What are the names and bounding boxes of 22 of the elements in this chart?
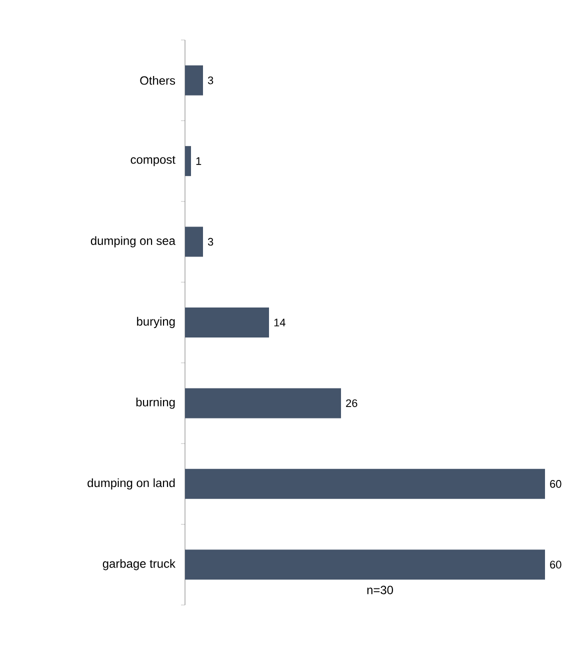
annotation: n=30 [367, 586, 394, 594]
y-tick-label: burying [137, 316, 175, 328]
data-label: 3 [208, 238, 214, 246]
data-label: 14 [274, 318, 286, 326]
bar [185, 226, 203, 257]
data-label: 26 [346, 399, 358, 408]
y-tick-label: garbage truck [102, 559, 176, 570]
bar [185, 388, 342, 418]
y-tick-label: dumping on land [88, 478, 175, 490]
data-label: 1 [196, 157, 202, 165]
data-label: 60 [550, 480, 562, 488]
bar [185, 65, 203, 96]
data-label: 3 [208, 76, 214, 84]
y-tick-label: Others [140, 76, 176, 85]
bar [185, 550, 546, 580]
y-tick-label: compost [130, 156, 176, 166]
bar [185, 468, 546, 499]
data-label: 60 [550, 560, 562, 569]
bar [185, 307, 270, 338]
y-tick-label: burning [136, 398, 175, 409]
y-tick-label: dumping on sea [90, 236, 176, 248]
bar [185, 146, 191, 176]
